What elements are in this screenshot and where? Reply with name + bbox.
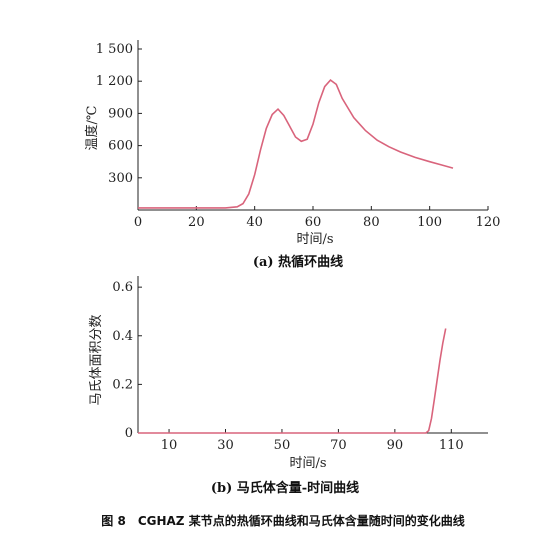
- a-x-tick-label: 40: [246, 215, 263, 230]
- b-y-tick-label: 0.4: [112, 329, 133, 344]
- b-x-tick-label: 110: [439, 438, 464, 453]
- chart-b-x-label: 时间/s: [289, 456, 326, 471]
- chart-a-y-label: 温度/℃: [84, 106, 100, 151]
- chart-a-series-line: [138, 79, 454, 209]
- chart-b-caption: (b) 马氏体含量-时间曲线: [211, 480, 359, 496]
- b-y-tick-label: 0.2: [112, 377, 133, 392]
- a-x-tick-label: 80: [363, 215, 380, 230]
- a-x-tick-label: 100: [417, 215, 442, 230]
- chart-a-y-ticks: 300 600 900 1 200 1 500: [96, 42, 142, 186]
- chart-a-x-ticks: 0 20 40 60 80 100 120: [134, 206, 501, 230]
- a-y-tick-label: 600: [108, 139, 133, 154]
- a-x-tick-label: 120: [476, 215, 501, 230]
- chart-b-y-ticks: 0 0.2 0.4 0.6: [112, 280, 142, 441]
- figure-caption: 图 8 CGHAZ 某节点的热循环曲线和马氏体含量随时间的变化曲线: [101, 513, 464, 528]
- a-y-tick-label: 1 500: [96, 42, 133, 57]
- b-x-tick-label: 10: [161, 438, 178, 453]
- chart-b-series-line: [138, 328, 447, 434]
- a-y-tick-label: 900: [108, 106, 133, 121]
- b-x-tick-label: 50: [274, 438, 291, 453]
- b-x-tick-label: 70: [330, 438, 347, 453]
- a-x-tick-label: 60: [305, 215, 322, 230]
- chart-b-y-label: 马氏体面积分数: [89, 314, 104, 405]
- chart-b-x-ticks: 10 30 50 70 90 110: [161, 429, 464, 453]
- b-y-tick-label: 0.6: [112, 280, 133, 295]
- chart-a-caption: (a) 热循环曲线: [253, 254, 343, 270]
- a-y-tick-label: 300: [108, 171, 133, 186]
- thermal-cycle-chart: 0 20 40 60 80 100 120 300 600 900 1 200 1 500 时间/s…: [84, 40, 500, 270]
- b-x-tick-label: 30: [217, 438, 234, 453]
- b-x-tick-label: 90: [387, 438, 404, 453]
- a-x-tick-label: 20: [188, 215, 205, 230]
- b-y-tick-label: 0: [125, 426, 133, 441]
- martensite-fraction-chart: 10 30 50 70 90 110 0 0.2 0.4 0.6 时间/s 马氏体面积分数 (b…: [89, 276, 488, 496]
- chart-a-x-label: 时间/s: [296, 232, 333, 247]
- a-y-tick-label: 1 200: [96, 74, 133, 89]
- a-x-tick-label: 0: [134, 215, 142, 230]
